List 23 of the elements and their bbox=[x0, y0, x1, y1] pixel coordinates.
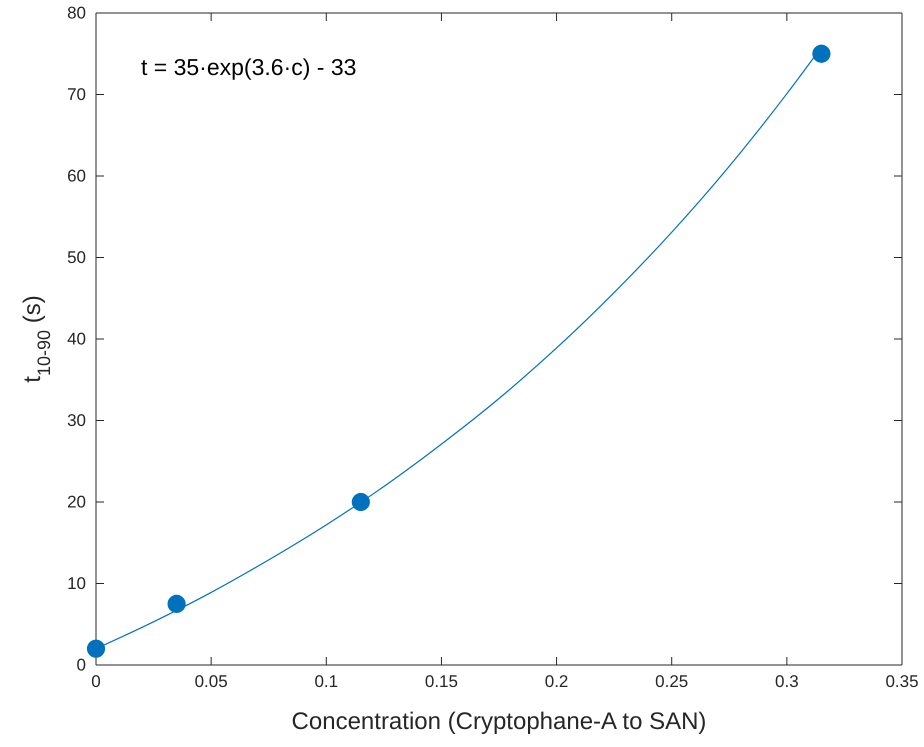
point bbox=[812, 44, 830, 63]
y-tick-label: 80 bbox=[67, 3, 86, 22]
y-tick-label: 60 bbox=[67, 166, 86, 186]
annotation: t = 35·exp(3.6·c) - 33 bbox=[141, 54, 356, 80]
x-tick-label: 0.15 bbox=[424, 672, 458, 692]
y-tick-label: 40 bbox=[67, 329, 86, 348]
y-tick-label: 30 bbox=[67, 410, 86, 430]
x-axis-title: Concentration (Cryptophane-A to SAN) bbox=[292, 708, 706, 735]
x-tick-label: 0.25 bbox=[655, 672, 688, 692]
y-tick-label: 70 bbox=[67, 84, 86, 104]
y-tick-label: 10 bbox=[67, 574, 86, 593]
x-tick-label: 0.35 bbox=[885, 672, 919, 692]
x-tick-label: 0.05 bbox=[194, 672, 228, 692]
x-tick-label: 0.1 bbox=[314, 672, 338, 692]
x-tick-label: 0.3 bbox=[775, 672, 799, 692]
point bbox=[168, 594, 186, 613]
y-tick-label: 20 bbox=[67, 492, 86, 512]
y-tick-label: 0 bbox=[76, 655, 86, 674]
x-tick-label: 0.2 bbox=[544, 672, 568, 692]
y-tick-label: 50 bbox=[67, 248, 86, 267]
point bbox=[86, 640, 106, 658]
point bbox=[352, 492, 370, 512]
x-tick-label: 0 bbox=[91, 672, 101, 692]
